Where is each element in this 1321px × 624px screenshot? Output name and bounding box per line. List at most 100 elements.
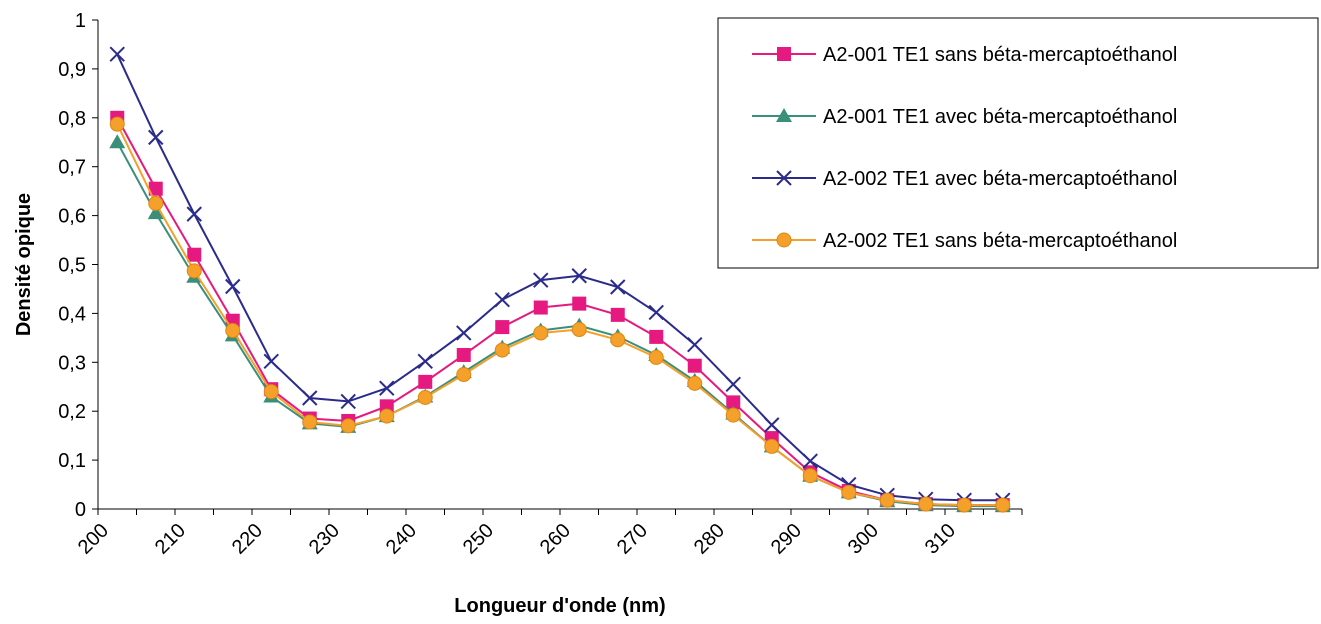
x-tick-label: 230 — [305, 519, 344, 558]
data-point — [456, 325, 472, 341]
axes — [92, 19, 1023, 515]
legend-label: A2-001 TE1 avec béta-mercaptoéthanol — [823, 106, 1177, 128]
x-tick-label: 250 — [459, 519, 498, 558]
data-point — [148, 129, 164, 146]
x-tick-label: 290 — [767, 519, 806, 558]
data-point — [841, 484, 857, 500]
data-point — [533, 325, 549, 341]
y-tick-label: 1 — [75, 10, 86, 32]
data-point — [764, 438, 780, 454]
legend-label: A2-002 TE1 sans béta-mercaptoéthanol — [823, 230, 1177, 252]
series-layer — [109, 46, 1011, 513]
data-point — [571, 268, 587, 284]
y-tick-label: 0,4 — [58, 303, 86, 325]
data-point — [302, 390, 318, 406]
data-point — [687, 358, 702, 373]
y-tick-label: 0,8 — [58, 108, 86, 130]
data-point — [495, 320, 510, 335]
data-point — [726, 395, 741, 410]
legend-item: A2-002 TE1 sans béta-mercaptoéthanol — [752, 230, 1177, 252]
data-point — [302, 414, 318, 430]
data-point — [687, 375, 703, 391]
data-point — [109, 116, 125, 132]
data-point — [186, 206, 202, 222]
data-point — [263, 384, 279, 400]
data-point — [571, 322, 587, 338]
legend-label: A2-002 TE1 avec béta-mercaptoéthanol — [823, 168, 1177, 190]
legend-item: A2-001 TE1 avec béta-mercaptoéthanol — [752, 106, 1177, 128]
legend-box — [717, 17, 1319, 269]
series-4 — [109, 116, 1011, 513]
x-tick-label: 210 — [151, 519, 190, 558]
data-point — [456, 367, 472, 383]
y-tick-label: 0 — [75, 499, 86, 521]
legend-item: A2-002 TE1 avec béta-mercaptoéthanol — [752, 168, 1177, 190]
data-point — [918, 496, 934, 512]
data-point — [764, 417, 780, 433]
legend-marker — [776, 108, 792, 122]
data-point — [649, 329, 664, 344]
y-tick-label: 0,5 — [58, 255, 86, 277]
x-axis-title: Longueur d'onde (nm) — [454, 595, 665, 617]
data-point — [725, 407, 741, 423]
legend-marker — [776, 232, 792, 248]
x-tick-label: 260 — [536, 519, 575, 558]
data-point — [225, 323, 241, 339]
x-tick-label: 270 — [613, 519, 652, 558]
data-point — [147, 205, 164, 220]
data-point — [648, 304, 664, 321]
data-point — [148, 181, 163, 196]
legend-item: A2-001 TE1 sans béta-mercaptoéthanol — [752, 44, 1177, 66]
series-line — [116, 53, 1003, 502]
data-point — [340, 393, 356, 410]
y-tick-label: 0,3 — [58, 352, 86, 374]
y-axis-title: Densité opique — [13, 193, 35, 336]
data-point — [225, 278, 241, 295]
data-point — [610, 307, 625, 322]
data-point — [956, 497, 972, 513]
data-point — [494, 292, 510, 308]
data-point — [456, 347, 471, 362]
data-point — [340, 418, 356, 434]
data-point — [648, 349, 664, 365]
data-point — [379, 380, 395, 396]
data-point — [494, 342, 510, 358]
y-tick-label: 0,2 — [58, 401, 86, 423]
data-point — [572, 296, 587, 311]
data-point — [263, 353, 279, 370]
x-tick-label: 310 — [921, 519, 960, 558]
data-point — [417, 353, 433, 370]
data-point — [802, 468, 818, 484]
legend-label: A2-001 TE1 sans béta-mercaptoéthanol — [823, 44, 1177, 66]
data-point — [418, 374, 433, 389]
data-point — [379, 408, 395, 424]
x-tick-label: 300 — [844, 519, 883, 558]
x-tick-label: 240 — [382, 519, 421, 558]
y-tick-label: 0,7 — [58, 157, 86, 179]
legend-marker — [777, 47, 791, 61]
data-point — [802, 453, 818, 469]
y-tick-label: 0,1 — [58, 450, 86, 472]
y-tick-label: 0,6 — [58, 206, 86, 228]
data-point — [533, 300, 548, 315]
x-tick-label: 220 — [228, 519, 267, 558]
data-point — [109, 46, 125, 62]
data-point — [725, 376, 741, 393]
data-point — [610, 279, 626, 295]
data-point — [995, 497, 1011, 513]
x-tick-label: 200 — [74, 519, 113, 558]
data-point — [148, 195, 164, 211]
data-point — [610, 332, 626, 348]
data-point — [533, 272, 549, 288]
y-tick-label: 0,9 — [58, 59, 86, 81]
legend-marker — [776, 170, 792, 186]
x-tick-label: 280 — [690, 519, 729, 558]
data-point — [687, 336, 703, 353]
data-point — [879, 492, 895, 508]
data-point — [417, 390, 433, 406]
data-point — [187, 247, 202, 262]
legend: A2-001 TE1 sans béta-mercaptoéthanol A2-0… — [717, 17, 1319, 269]
data-point — [109, 134, 126, 149]
data-point — [186, 263, 202, 279]
